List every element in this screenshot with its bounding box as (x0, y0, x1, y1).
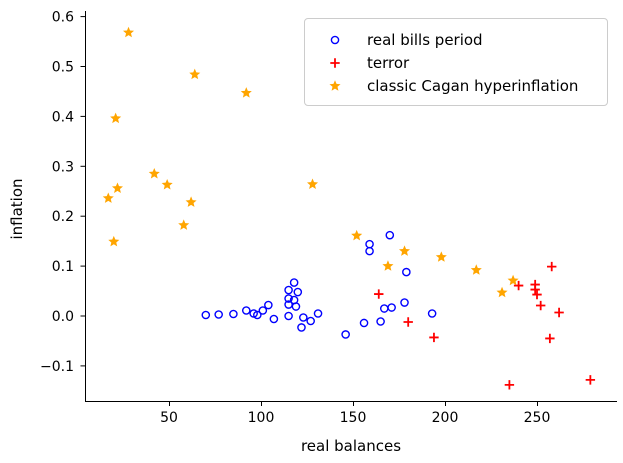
y-tick-label: 0.4 (52, 109, 74, 125)
star-data-point (507, 274, 519, 286)
open-circle-data-point (214, 310, 223, 319)
star-data-point (108, 235, 120, 247)
star-data-point (470, 264, 482, 275)
x-axis-label: real balances (300, 437, 402, 455)
x-tick-label: 250 (524, 410, 551, 426)
star-data-point (110, 112, 122, 124)
series-open-circle (201, 230, 437, 339)
open-circle-data-point (402, 267, 411, 277)
star-data-point (102, 192, 114, 203)
star-data-point (307, 178, 319, 189)
open-circle-icon (330, 35, 340, 44)
open-circle-data-point (201, 310, 211, 320)
open-circle-data-point (284, 285, 293, 295)
open-circle-data-point (341, 330, 350, 339)
open-circle-data-point (365, 239, 374, 249)
legend-item: real bills period (305, 28, 607, 51)
star-data-point (435, 251, 447, 262)
open-circle-data-point (306, 316, 315, 326)
open-circle-data-point (365, 246, 374, 256)
plus-data-point (547, 261, 557, 272)
plus-data-point (513, 280, 524, 291)
open-circle-icon-glyph (330, 35, 340, 44)
plus-data-point (530, 284, 540, 295)
legend-item: classic Cagan hyperinflation (305, 75, 607, 98)
open-circle-data-point (284, 311, 293, 321)
star-data-point (148, 167, 160, 179)
plus-data-point (545, 333, 555, 344)
open-circle-data-point (293, 287, 303, 297)
legend-item-label: terror (367, 53, 410, 72)
open-circle-data-point (299, 313, 308, 322)
y-tick-label: 0.3 (52, 159, 74, 175)
open-circle-data-point (297, 323, 306, 332)
plus-data-point (374, 289, 384, 299)
star-data-point (351, 229, 363, 241)
y-tick-label: −0.1 (40, 359, 74, 375)
star-data-point (399, 245, 411, 256)
y-tick-label: 0.5 (52, 60, 74, 76)
y-axis-label: inflation (8, 178, 26, 240)
star-data-point (189, 68, 201, 80)
plus-data-point (429, 332, 439, 343)
y-tick-label: 0.2 (52, 209, 74, 225)
star-icon (329, 80, 341, 92)
star-data-point (123, 26, 135, 38)
series-plus (374, 261, 596, 390)
y-tick-label: 0.0 (52, 309, 74, 325)
plus-data-point (504, 380, 515, 390)
x-tick-label: 150 (340, 410, 367, 426)
star-data-point (496, 286, 508, 298)
open-circle-data-point (229, 309, 238, 319)
x-tick-label: 50 (160, 410, 178, 426)
open-circle-data-point (400, 298, 409, 307)
open-circle-data-point (379, 304, 389, 313)
plus-data-point (585, 375, 596, 385)
star-data-point (185, 196, 197, 207)
open-circle-data-point (291, 302, 301, 311)
star-data-point (161, 178, 173, 190)
plus-data-point (532, 289, 542, 300)
legend-item-label: classic Cagan hyperinflation (367, 77, 579, 96)
star-data-point (111, 182, 123, 193)
x-tick-label: 100 (248, 410, 275, 426)
plus-data-point (535, 300, 546, 311)
open-circle-data-point (376, 317, 385, 326)
open-circle-data-point (385, 230, 395, 240)
open-circle-data-point (427, 309, 437, 318)
star-data-point (240, 87, 252, 98)
open-circle-data-point (253, 310, 262, 320)
legend-item: terror (305, 51, 607, 74)
x-tick-label: 200 (432, 410, 459, 426)
open-circle-data-point (284, 294, 293, 303)
open-circle-data-point (289, 278, 299, 287)
plus-data-point (554, 307, 564, 318)
star-data-point (178, 219, 190, 230)
open-circle-data-point (359, 318, 369, 328)
star-icon-glyph (329, 80, 341, 92)
plus-data-point (403, 317, 413, 327)
y-tick-label: 0.1 (52, 259, 74, 275)
open-circle-data-point (269, 314, 279, 324)
legend-item-label: real bills period (367, 30, 483, 49)
y-tick-label: 0.6 (52, 10, 74, 26)
open-circle-data-point (264, 300, 273, 310)
plus-icon-glyph (330, 58, 340, 68)
legend: real bills period terror classic Cagan hyp… (304, 18, 608, 106)
series-star (102, 26, 519, 298)
open-circle-data-point (258, 306, 268, 315)
star-data-point (382, 260, 394, 271)
open-circle-data-point (241, 306, 251, 315)
open-circle-data-point (387, 303, 396, 312)
open-circle-data-point (313, 309, 323, 318)
plus-icon (330, 58, 340, 68)
